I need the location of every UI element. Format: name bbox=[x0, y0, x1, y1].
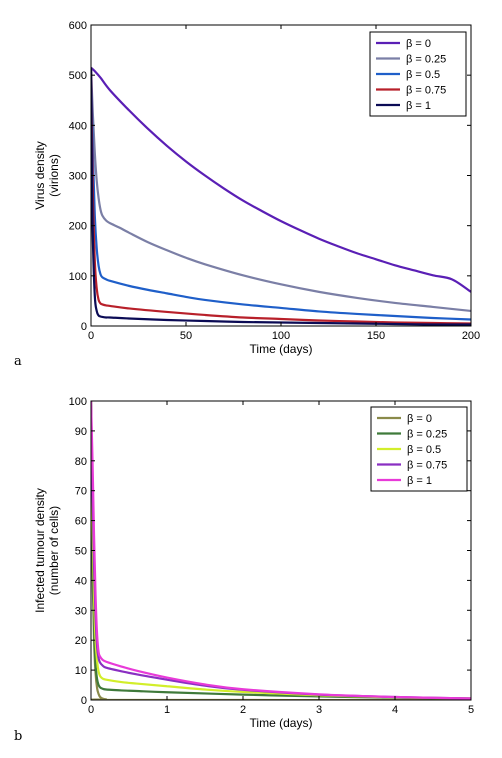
x-tick-label: 0 bbox=[88, 330, 94, 342]
y-tick-label: 100 bbox=[69, 271, 87, 283]
chart-panel-a: 0 50 100 150 200 0 100 200 300 400 500 600 Time (day… bbox=[14, 20, 480, 369]
series-line-5 bbox=[91, 401, 471, 700]
y-tick-label: 400 bbox=[69, 120, 87, 132]
y-tick-label: 50 bbox=[75, 546, 87, 558]
y-axis-label-line-1: Virus density bbox=[33, 141, 47, 209]
y-tick-label: 30 bbox=[75, 605, 87, 617]
panel-letter: b bbox=[14, 729, 22, 744]
legend-entry-3: β = 0.5 bbox=[406, 69, 440, 81]
series-lines bbox=[91, 66, 471, 326]
y-tick-label: 500 bbox=[69, 70, 87, 82]
y-tick-label: 20 bbox=[75, 635, 87, 647]
legend: β = 0 β = 0.25 β = 0.5 β = 0.75 β = 1 bbox=[369, 31, 467, 117]
x-axis-label: Time (days) bbox=[250, 342, 313, 356]
legend-entry-2: β = 0.25 bbox=[406, 54, 446, 66]
x-tick-label: 3 bbox=[316, 704, 322, 716]
legend-entry-4: β = 0.75 bbox=[406, 85, 446, 97]
legend-entry-3: β = 0.5 bbox=[407, 444, 441, 456]
y-tick-label: 0 bbox=[81, 695, 87, 707]
legend-entry-5: β = 1 bbox=[407, 475, 432, 487]
y-axis-label-line-2: (virions) bbox=[47, 154, 61, 197]
x-tick-label: 1 bbox=[164, 704, 170, 716]
y-tick-label: 60 bbox=[75, 516, 87, 528]
x-tick-label: 100 bbox=[272, 330, 290, 342]
y-tick-label: 0 bbox=[81, 321, 87, 333]
series-lines bbox=[91, 401, 471, 700]
y-tick-label: 90 bbox=[75, 426, 87, 438]
series-line-2 bbox=[91, 67, 471, 313]
legend-entry-1: β = 0 bbox=[407, 413, 432, 425]
x-tick-label: 50 bbox=[180, 330, 192, 342]
y-axis-label-line-2: (number of cells) bbox=[47, 506, 61, 595]
series-line-5 bbox=[91, 67, 471, 326]
series-line-4 bbox=[91, 67, 471, 325]
x-tick-label: 200 bbox=[462, 330, 480, 342]
series-line-1 bbox=[91, 66, 471, 293]
series-line-3 bbox=[91, 67, 471, 321]
x-axis-label: Time (days) bbox=[250, 716, 313, 730]
x-tick-label: 5 bbox=[468, 704, 474, 716]
x-tick-label: 2 bbox=[240, 704, 246, 716]
y-tick-label: 80 bbox=[75, 456, 87, 468]
x-tick-label: 150 bbox=[367, 330, 385, 342]
legend-entry-2: β = 0.25 bbox=[407, 429, 447, 441]
panel-letter: a bbox=[14, 354, 22, 369]
x-tick-label: 0 bbox=[88, 704, 94, 716]
legend-entry-4: β = 0.75 bbox=[407, 460, 447, 472]
legend-entry-1: β = 0 bbox=[406, 38, 431, 50]
y-tick-label: 300 bbox=[69, 171, 87, 183]
legend: β = 0 β = 0.25 β = 0.5 β = 0.75 β = 1 bbox=[370, 406, 468, 492]
y-tick-label: 40 bbox=[75, 575, 87, 587]
x-tick-label: 4 bbox=[392, 704, 398, 716]
y-axis-label-line-1: Infected tumour density bbox=[33, 488, 47, 613]
y-tick-label: 100 bbox=[69, 396, 87, 408]
y-tick-label: 200 bbox=[69, 221, 87, 233]
y-tick-label: 70 bbox=[75, 486, 87, 498]
y-tick-label: 10 bbox=[75, 665, 87, 677]
legend-entry-5: β = 1 bbox=[406, 100, 431, 112]
y-tick-label: 600 bbox=[69, 20, 87, 32]
